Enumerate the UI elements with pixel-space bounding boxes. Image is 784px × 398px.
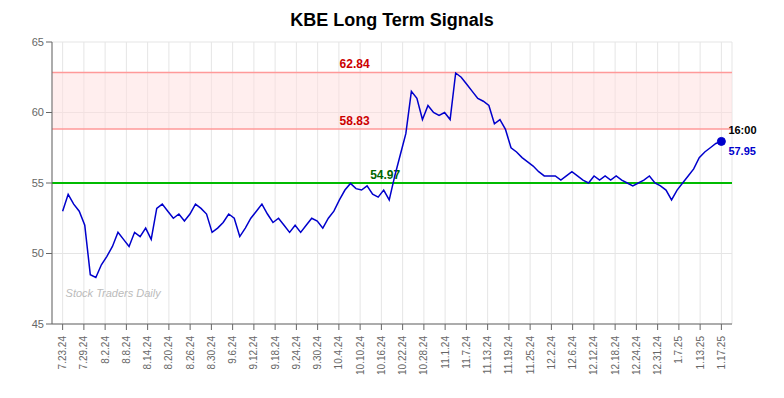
svg-text:12.6.24: 12.6.24 [567, 336, 578, 370]
svg-text:60: 60 [32, 106, 44, 118]
svg-text:9.30.24: 9.30.24 [312, 336, 323, 370]
svg-text:12.2.24: 12.2.24 [546, 336, 557, 370]
svg-text:16:00: 16:00 [728, 124, 756, 136]
svg-text:11.1.24: 11.1.24 [440, 336, 451, 369]
svg-text:10.16.24: 10.16.24 [376, 336, 387, 375]
svg-text:12.18.24: 12.18.24 [610, 336, 621, 375]
svg-text:50: 50 [32, 247, 44, 259]
svg-text:9.18.24: 9.18.24 [270, 336, 281, 370]
svg-text:10.22.24: 10.22.24 [397, 336, 408, 375]
svg-text:62.84: 62.84 [340, 57, 370, 71]
svg-text:65: 65 [32, 36, 44, 48]
svg-text:57.95: 57.95 [728, 145, 756, 157]
svg-text:7.23.24: 7.23.24 [57, 336, 68, 370]
svg-text:7.29.24: 7.29.24 [78, 336, 89, 370]
svg-text:12.31.24: 12.31.24 [652, 336, 663, 375]
svg-text:12.24.24: 12.24.24 [631, 336, 642, 375]
svg-text:8.2.24: 8.2.24 [100, 336, 111, 364]
svg-text:8.8.24: 8.8.24 [121, 336, 132, 364]
html-text:Stock Traders Daily: Stock Traders Daily [65, 287, 161, 300]
svg-text:11.13.24: 11.13.24 [482, 336, 493, 375]
svg-text:8.14.24: 8.14.24 [142, 336, 153, 370]
svg-text:1.13.25: 1.13.25 [695, 336, 706, 370]
svg-text:11.7.24: 11.7.24 [461, 336, 472, 369]
svg-text:1.17.25: 1.17.25 [716, 336, 727, 370]
svg-text:58.83: 58.83 [340, 114, 370, 128]
svg-text:8.26.24: 8.26.24 [185, 336, 196, 370]
svg-text:11.19.24: 11.19.24 [503, 336, 514, 375]
svg-text:12.12.24: 12.12.24 [588, 336, 599, 375]
svg-text:10.28.24: 10.28.24 [418, 336, 429, 375]
svg-text:54.97: 54.97 [370, 168, 401, 182]
svg-text:10.10.24: 10.10.24 [355, 336, 366, 375]
svg-text:9.6.24: 9.6.24 [227, 336, 238, 364]
svg-text:8.30.24: 8.30.24 [206, 336, 217, 370]
svg-text:55: 55 [32, 177, 44, 189]
svg-text:9.24.24: 9.24.24 [291, 336, 302, 370]
svg-text:1.7.25: 1.7.25 [673, 336, 684, 364]
svg-text:10.4.24: 10.4.24 [333, 336, 344, 370]
svg-text:11.25.24: 11.25.24 [525, 336, 536, 375]
svg-text:45: 45 [32, 318, 44, 330]
html-text:KBE Long Term Signals: KBE Long Term Signals [290, 10, 494, 30]
svg-text:9.12.24: 9.12.24 [248, 336, 259, 370]
svg-text:8.20.24: 8.20.24 [163, 336, 174, 370]
